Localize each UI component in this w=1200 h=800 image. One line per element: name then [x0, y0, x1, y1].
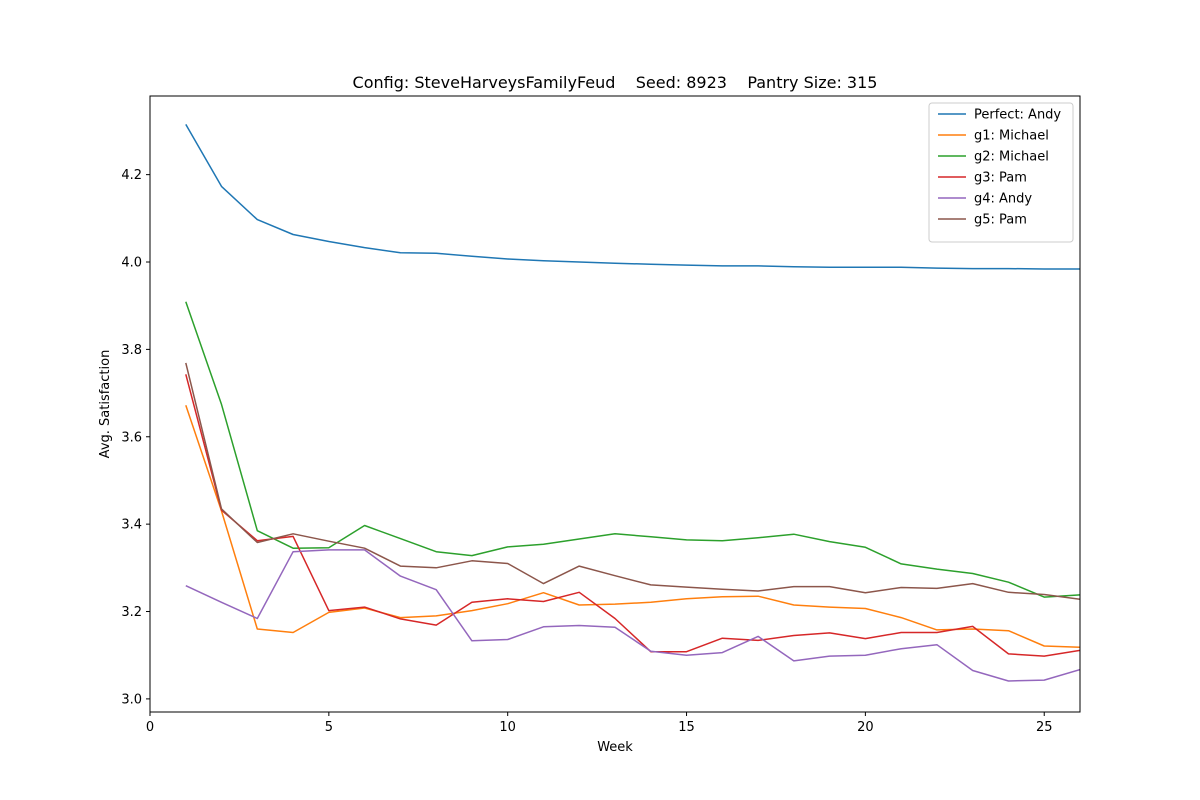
y-axis-label: Avg. Satisfaction	[98, 350, 113, 459]
plot-area	[149, 95, 1081, 713]
legend-label: g3: Pam	[974, 171, 1027, 186]
legend-label: Perfect: Andy	[974, 108, 1061, 123]
y-tick-label: 3.8	[121, 343, 142, 358]
series-line-2	[185, 405, 1080, 649]
series-line-4	[185, 374, 1080, 657]
series-line-3	[185, 301, 1080, 598]
series-line-6	[185, 362, 1080, 601]
series-lines	[185, 124, 1080, 682]
legend-box	[928, 102, 1074, 243]
y-axis: 3.0 3.2 3.4 3.6 3.8 4.0 4.2	[121, 168, 150, 707]
y-tick-label: 4.2	[121, 168, 142, 183]
legend-label: g1: Michael	[974, 129, 1049, 144]
series-line-5	[185, 549, 1080, 682]
series-line-1	[185, 124, 1080, 270]
legend-label: g2: Michael	[974, 150, 1049, 165]
y-tick-label: 3.6	[121, 430, 142, 445]
chart-title: Config: SteveHarveysFamilyFeud Seed: 892…	[353, 73, 878, 92]
legend-label: g4: Andy	[974, 192, 1032, 207]
plot-frame	[149, 95, 1081, 713]
x-tick-label: 15	[678, 720, 695, 735]
y-tick-label: 3.2	[121, 605, 142, 620]
x-tick-label: 25	[1036, 720, 1053, 735]
x-tick-label: 5	[325, 720, 333, 735]
y-tick-label: 4.0	[121, 256, 142, 271]
x-axis: 0 5 10 15 20 25	[146, 712, 1053, 735]
y-tick-label: 3.0	[121, 692, 142, 707]
x-tick-label: 20	[857, 720, 874, 735]
x-tick-label: 10	[499, 720, 516, 735]
y-tick-label: 3.4	[121, 518, 142, 533]
x-tick-label: 0	[146, 720, 154, 735]
legend-label: g5: Pam	[974, 213, 1027, 228]
x-axis-label: Week	[597, 740, 633, 755]
legend: Perfect: Andy g1: Michael g2: Michael g3: P…	[928, 102, 1074, 243]
